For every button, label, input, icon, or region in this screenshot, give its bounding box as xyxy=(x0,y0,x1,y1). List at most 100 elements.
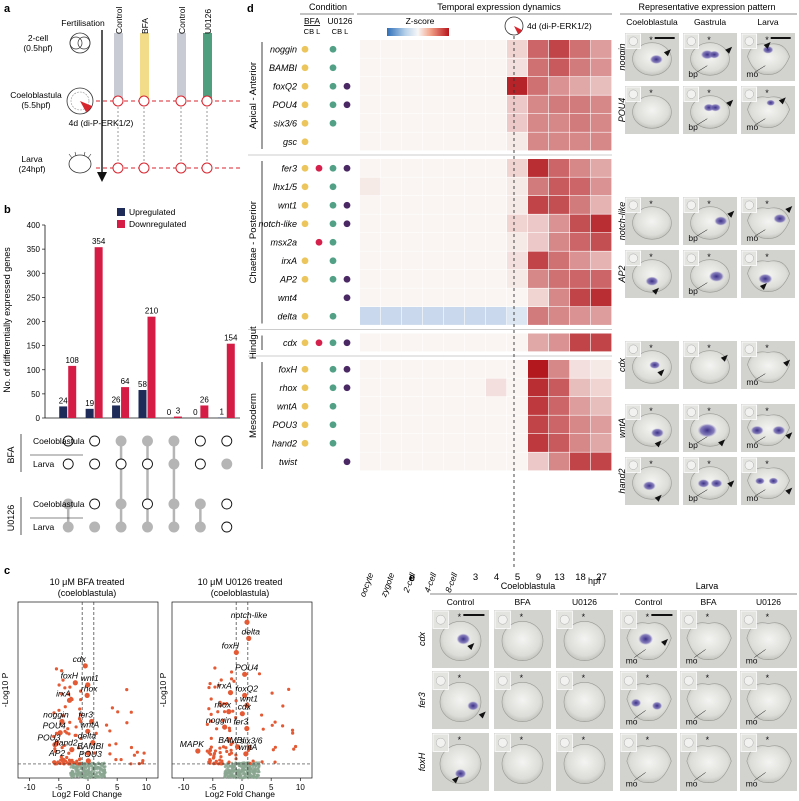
condition-dot xyxy=(301,339,309,347)
heatmap-cell xyxy=(591,434,612,452)
stain-spot xyxy=(768,477,779,485)
embryo-body xyxy=(686,683,732,721)
condition-dot xyxy=(301,64,309,72)
heatmap-cell xyxy=(360,114,381,132)
heatmap-cell xyxy=(423,177,444,196)
bar-downregulated xyxy=(200,405,209,418)
heatmap-cell xyxy=(507,114,528,132)
heatmap-cell xyxy=(528,58,549,77)
heatmap-cell xyxy=(549,360,570,378)
animal-pole-star: * xyxy=(649,406,653,416)
heatmap-cell xyxy=(528,415,549,434)
heatmap-cell xyxy=(507,132,528,151)
volcano-point-sig xyxy=(57,708,61,712)
volcano-point-ns xyxy=(69,765,73,769)
volcano-point-sig xyxy=(79,689,83,693)
heatmap-cell xyxy=(507,434,528,452)
condition-dot xyxy=(343,275,351,283)
embryo-image: * mo xyxy=(741,33,795,81)
inset-embryo xyxy=(744,460,754,470)
volcano-point-sig xyxy=(227,737,232,741)
volcano-point-ns xyxy=(251,771,255,774)
heatmap-cell xyxy=(486,95,507,114)
volcano-point-sig xyxy=(63,686,67,690)
stain-spot xyxy=(454,768,467,779)
structure-label: bp xyxy=(688,493,698,503)
animal-pole-star: * xyxy=(766,612,770,622)
volcano-point-sig xyxy=(257,672,262,676)
upset-group-bfa: BFA xyxy=(6,446,16,463)
heatmap-gene-label: rhox xyxy=(279,383,297,393)
animal-pole-star: * xyxy=(765,199,769,209)
embryo-image: * bp xyxy=(683,86,737,134)
volcano-labeled-point xyxy=(59,718,65,725)
heatmap-x-label: 4 xyxy=(494,572,499,583)
upset-dot-empty xyxy=(221,435,233,447)
volcano-gene-label: wnt1 xyxy=(81,673,99,683)
volcano2-xlabel: Log2 Fold Change xyxy=(205,789,275,799)
heatmap-gene-label: notch-like xyxy=(258,219,297,229)
heatmap-cell xyxy=(591,159,612,177)
e-col-label: U0126 xyxy=(756,597,781,607)
heatmap-cell xyxy=(402,40,423,58)
bar-ytick-label: 350 xyxy=(27,245,41,254)
heatmap-cell xyxy=(360,159,381,177)
heatmap-cell xyxy=(486,77,507,95)
volcano-point-ns xyxy=(243,774,247,778)
volcano-point-ns xyxy=(223,770,227,773)
pattern-gene-label: POU4 xyxy=(617,98,627,123)
upset-dot-filled xyxy=(62,498,74,510)
heatmap-cell xyxy=(591,415,612,434)
volcano-point-ns xyxy=(98,775,102,779)
heatmap-cell xyxy=(381,288,402,307)
inset-embryo xyxy=(497,675,508,686)
bar-value-label: 58 xyxy=(138,380,147,389)
heatmap-cell xyxy=(549,58,570,77)
volcano-gene-label: POU3 xyxy=(79,749,102,759)
heatmap-cell xyxy=(549,233,570,251)
heatmap-cell xyxy=(549,452,570,471)
volcano-point-ns xyxy=(96,765,100,769)
heatmap-groups: Apical - Anterior Chaetae - Posterior Hind… xyxy=(248,42,612,469)
stage-coeloblastula-label: Coeloblastula xyxy=(10,90,62,100)
bar-upregulated xyxy=(59,406,68,418)
heatmap-gene-label: delta xyxy=(277,311,297,321)
stain-spot xyxy=(762,45,774,54)
bar-upregulated xyxy=(138,390,147,418)
volcano-gene-label: noggin xyxy=(43,709,69,719)
heatmap-cell xyxy=(570,233,591,251)
heatmap-cell xyxy=(591,378,612,397)
animal-pole-star: * xyxy=(707,88,711,98)
stain-spot xyxy=(649,54,663,65)
heatmap-cell xyxy=(360,415,381,434)
embryo-image: * mo xyxy=(741,341,795,389)
condition-dot xyxy=(301,101,309,109)
embryo-body xyxy=(747,43,790,75)
legend-label-up: Upregulated xyxy=(129,207,176,217)
heatmap-cell xyxy=(402,214,423,233)
heatmap-cell xyxy=(507,214,528,233)
animal-pole-star: * xyxy=(649,343,653,353)
volcano-xtick-label: -5 xyxy=(55,783,63,792)
volcano-point-sig xyxy=(251,759,255,763)
heatmap-cell xyxy=(360,251,381,270)
volcano-point-ns xyxy=(93,769,96,773)
heatmap-gene-label: twist xyxy=(279,457,297,467)
volcano-labeled-point xyxy=(57,730,63,736)
embryo-image: * mo xyxy=(680,671,737,729)
label-pointer xyxy=(696,65,708,73)
upset-matrix xyxy=(62,435,233,533)
label-pointer xyxy=(696,436,708,444)
bar-ytick-label: 0 xyxy=(36,414,41,423)
animal-pole-star: * xyxy=(706,612,710,622)
volcano-point-ns xyxy=(96,762,100,765)
legend-swatch-down xyxy=(117,220,125,228)
bar-downregulated xyxy=(147,316,156,418)
structure-label: mo xyxy=(626,655,638,665)
pattern-col-label: Coeloblastula xyxy=(626,17,678,27)
heatmap-gene-label: hand2 xyxy=(272,438,297,448)
volcano-point-ns xyxy=(83,764,87,767)
volcano-point-ns xyxy=(227,768,230,772)
volcano-point-sig xyxy=(208,748,213,753)
